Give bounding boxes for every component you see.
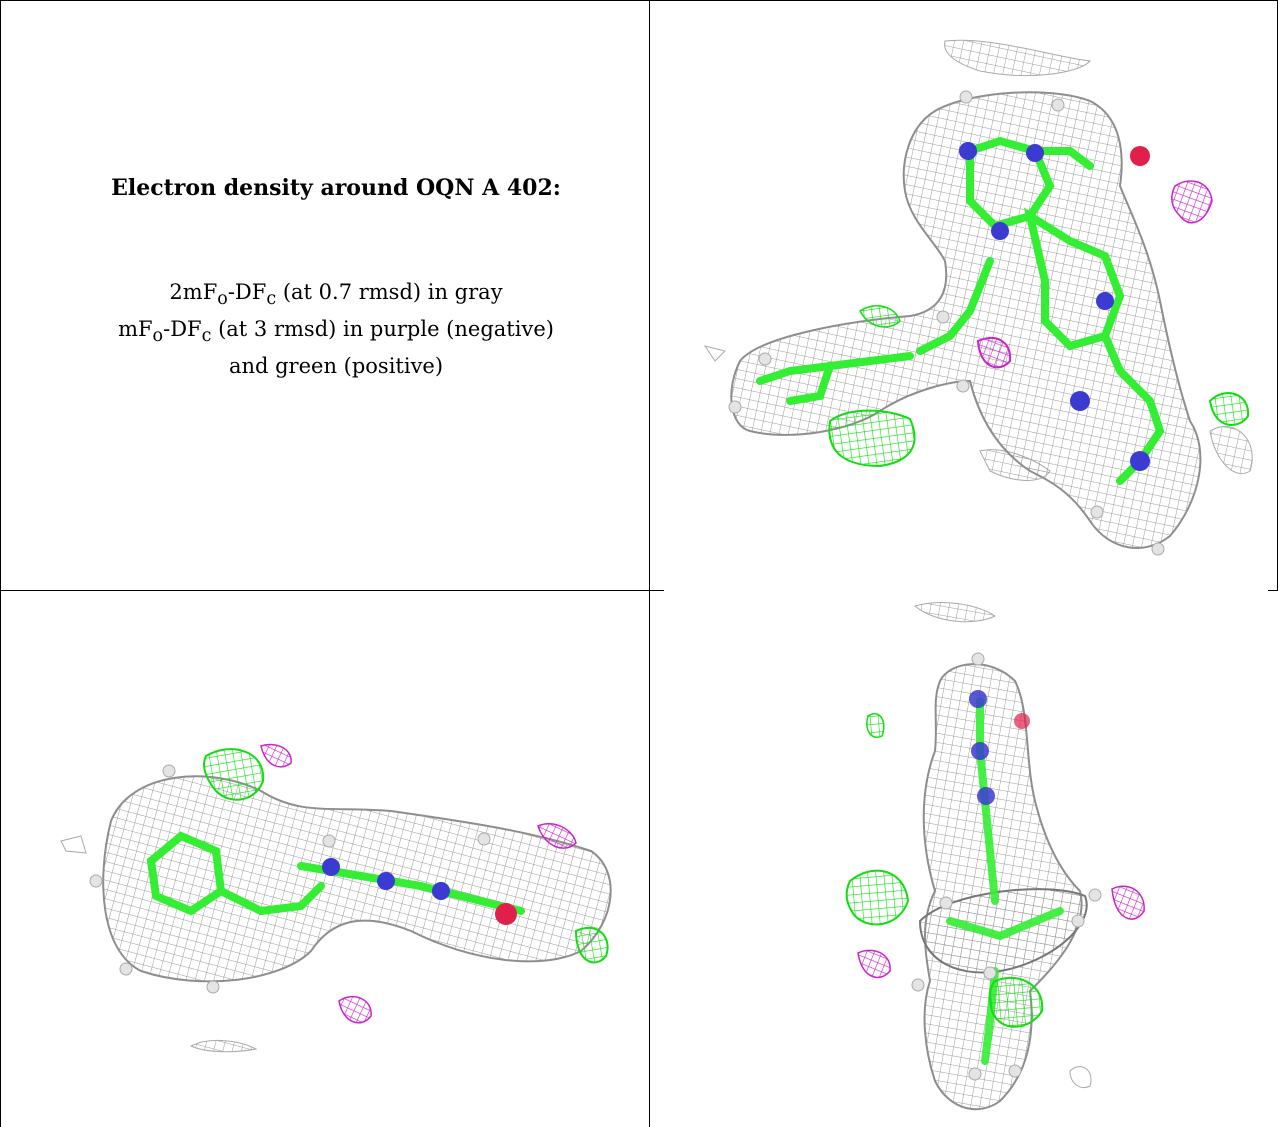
positive-density-blob xyxy=(574,926,609,964)
table-border-left xyxy=(0,0,1,1127)
caption-title: Electron density around OQN A 402: xyxy=(111,175,561,201)
mesh-fragment xyxy=(60,835,87,854)
hydrogen-atoms xyxy=(911,652,1102,1081)
density-render-top-right xyxy=(703,39,1253,556)
positive-density-blob xyxy=(203,748,265,801)
oxygen-atom xyxy=(1014,713,1030,729)
nitrogen-atoms xyxy=(959,142,1150,471)
mesh-fragment xyxy=(703,345,726,362)
mesh-fragment xyxy=(913,602,997,623)
caption-line-colors: and green (positive) xyxy=(228,354,444,379)
negative-density-blob xyxy=(976,336,1012,369)
density-view-bottom-left xyxy=(1,591,649,1127)
mesh-fragment xyxy=(944,39,1091,76)
negative-density-blob xyxy=(338,995,372,1024)
oxygen-atom xyxy=(495,903,517,925)
positive-density-blob xyxy=(866,713,885,738)
positive-density-blob xyxy=(859,305,901,328)
table-border-row-left xyxy=(0,590,634,591)
density-view-top-right xyxy=(650,1,1277,590)
density-envelope xyxy=(922,663,1083,1111)
positive-density-blob xyxy=(988,976,1044,1028)
negative-density-blob xyxy=(1111,885,1145,920)
table-border-row-right xyxy=(632,590,664,591)
negative-density-blob xyxy=(857,949,891,979)
density-view-bottom-right xyxy=(650,591,1277,1127)
nitrogen-atoms xyxy=(969,690,995,805)
positive-density-blob xyxy=(1208,392,1250,426)
oxygen-atom xyxy=(1130,146,1150,166)
mesh-fragment xyxy=(1069,1066,1092,1088)
negative-density-blob xyxy=(1170,180,1213,224)
ligand-model xyxy=(146,831,525,916)
table-border-top xyxy=(0,0,1278,1)
negative-density-blob xyxy=(537,822,577,849)
density-render-bottom-right xyxy=(845,602,1145,1111)
ligand-model xyxy=(756,136,1165,485)
mesh-fragment xyxy=(189,1040,258,1053)
negative-density-blob xyxy=(260,743,292,768)
density-render-bottom-left xyxy=(60,743,612,1053)
hydrogen-atoms xyxy=(728,90,1165,556)
hydrogen-atoms xyxy=(89,764,491,994)
caption-line-2fo-fc: 2mFo-DFc (at 0.7 rmsd) in gray xyxy=(169,280,503,310)
mesh-fragment xyxy=(1209,426,1253,474)
positive-density-blob xyxy=(845,869,910,926)
table-border-row-far-right xyxy=(1268,590,1278,591)
positive-density-blob xyxy=(828,409,916,468)
nitrogen-atoms xyxy=(322,858,450,900)
table-border-middle xyxy=(649,0,650,1127)
caption-cell: Electron density around OQN A 402: 2mFo-… xyxy=(40,175,632,381)
caption-line-fo-fc: mFo-DFc (at 3 rmsd) in purple (negative) xyxy=(118,317,554,347)
